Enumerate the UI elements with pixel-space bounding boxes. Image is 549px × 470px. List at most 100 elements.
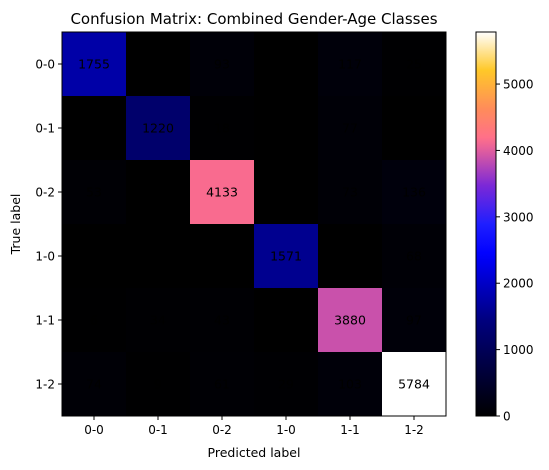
cell-value-label: 0 (346, 249, 354, 264)
heatmap-cell (190, 288, 255, 353)
cell-value-label: 1571 (270, 249, 302, 264)
cell-value-label: 9 (154, 377, 162, 392)
cell-value-label: 0 (282, 57, 290, 72)
heatmap-cell (62, 352, 127, 417)
cell-value-label: 4 (154, 185, 162, 200)
cell-value-label: 3880 (334, 313, 366, 328)
cell-value-label: 6 (90, 313, 98, 328)
y-tick-label: 0-2 (35, 186, 55, 200)
heatmap-cell (62, 288, 127, 353)
heatmap-cells (62, 32, 447, 417)
cell-value-label: 1220 (142, 121, 174, 136)
y-tick-label: 1-1 (35, 314, 55, 328)
heatmap-cell (318, 96, 383, 161)
heatmap-cell (126, 288, 191, 353)
cell-value-label: 18 (214, 121, 230, 136)
heatmap-cell (254, 96, 319, 161)
x-axis-ticks: 0-0 0-1 0-2 1-0 1-1 1-2 (84, 416, 424, 437)
heatmap-cell (190, 352, 255, 417)
colorbar-tick-label: 5000 (503, 78, 534, 92)
cell-value-label: 29 (278, 377, 294, 392)
y-axis-label: True label (8, 194, 23, 256)
heatmap-cell (62, 224, 127, 289)
y-tick-label: 0-1 (35, 122, 55, 136)
cell-value-label: 34 (150, 313, 166, 328)
cell-value-label: 0 (154, 57, 162, 72)
cell-value-label: 1755 (78, 57, 110, 72)
x-tick-label: 1-1 (340, 423, 360, 437)
cell-value-label: 0 (282, 313, 290, 328)
heatmap-cell (126, 160, 191, 225)
cell-value-label: 0 (282, 121, 290, 136)
cell-value-label: 1 (90, 121, 98, 136)
heatmap-cell (318, 160, 383, 225)
colorbar-tick-label: 3000 (503, 210, 534, 224)
cell-value-label: 4133 (206, 185, 238, 200)
cell-value-label: 68 (406, 249, 422, 264)
cell-value-label: 5784 (398, 377, 430, 392)
heatmap-cell (254, 32, 319, 97)
heatmap-cell (382, 288, 447, 353)
heatmap-cell (382, 96, 447, 161)
heatmap-cell (254, 288, 319, 353)
cell-value-label: 136 (402, 185, 426, 200)
cell-value-label: 0 (90, 249, 98, 264)
cell-value-label: 0 (154, 249, 162, 264)
cell-value-label: 117 (338, 57, 362, 72)
cell-value-label: 1 (218, 249, 226, 264)
heatmap-cell (382, 224, 447, 289)
y-axis-ticks: 0-0 0-1 0-2 1-0 1-1 1-2 (35, 58, 62, 392)
heatmap-cell (62, 96, 127, 161)
cell-value-label: 93 (214, 57, 230, 72)
cell-value-label: 77 (342, 121, 358, 136)
heatmap-cell (318, 224, 383, 289)
heatmap-cell (190, 160, 255, 225)
x-tick-label: 0-2 (212, 423, 232, 437)
heatmap-cell (318, 352, 383, 417)
chart-title: Confusion Matrix: Combined Gender-Age Cl… (70, 10, 437, 28)
cell-value-label: 74 (86, 377, 102, 392)
heatmap-cell (126, 96, 191, 161)
heatmap-cell (382, 160, 447, 225)
x-tick-label: 1-2 (404, 423, 424, 437)
colorbar (475, 31, 497, 417)
x-tick-label: 0-0 (84, 423, 104, 437)
cell-value-label: 4 (410, 121, 418, 136)
heatmap-cell (62, 160, 127, 225)
colorbar-tick-label: 4000 (503, 144, 534, 158)
heatmap-cell (382, 352, 447, 417)
heatmap-cell (126, 352, 191, 417)
cell-value-label: 53 (86, 185, 102, 200)
colorbar-tick-label: 2000 (503, 277, 534, 291)
heatmap-cell (254, 224, 319, 289)
plot-frame (61, 31, 447, 417)
y-tick-label: 0-0 (35, 58, 55, 72)
colorbar-ticks: 0 1000 2000 3000 4000 5000 (496, 78, 534, 424)
cell-value-label: 61 (214, 377, 230, 392)
y-tick-label: 1-2 (35, 378, 55, 392)
heatmap-cell (318, 288, 383, 353)
heatmap-cell (318, 32, 383, 97)
heatmap-cell (254, 160, 319, 225)
x-tick-label: 0-1 (148, 423, 168, 437)
heatmap-cell (190, 224, 255, 289)
x-tick-label: 1-0 (276, 423, 296, 437)
cell-value-label: 97 (406, 313, 422, 328)
heatmap-cell (190, 96, 255, 161)
cell-value-label: 25 (406, 57, 422, 72)
cell-value-label: 103 (338, 377, 362, 392)
colorbar-tick-label: 1000 (503, 343, 534, 357)
y-tick-label: 1-0 (35, 250, 55, 264)
x-axis-label: Predicted label (208, 445, 301, 460)
heatmap-cell (126, 224, 191, 289)
cell-value-label: 1 (282, 185, 290, 200)
heatmap-cell (126, 32, 191, 97)
heatmap-cell (382, 32, 447, 97)
heatmap-cell (62, 32, 127, 97)
heatmap-cell (254, 352, 319, 417)
colorbar-tick-label: 0 (503, 410, 511, 424)
cell-value-label: 73 (342, 185, 358, 200)
heatmap-cell-labels: 1755 0 93 0 117 25 1 1220 18 0 77 4 53 4 4133 1 73 136 0 0 1… (78, 57, 430, 392)
